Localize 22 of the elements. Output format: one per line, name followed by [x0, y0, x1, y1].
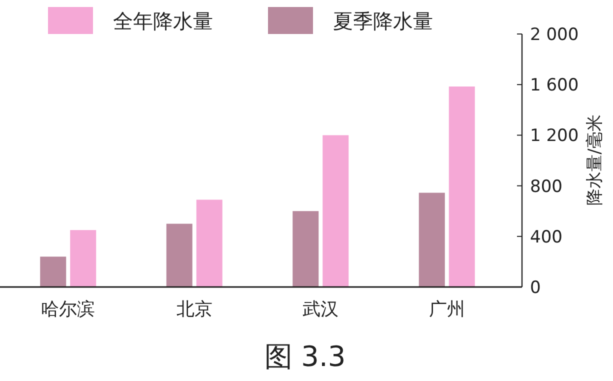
bar: [70, 230, 96, 287]
bar: [322, 135, 349, 287]
legend-label: 夏季降水量: [333, 9, 433, 33]
bar: [196, 200, 222, 287]
y-tick-label: 2 000: [530, 24, 579, 45]
y-tick-label: 1 200: [530, 126, 579, 146]
caption: 图 3.3: [264, 340, 346, 373]
y-tick-label: 1 600: [530, 76, 579, 96]
x-tick-label: 武汉: [302, 299, 339, 320]
legend-label: 全年降水量: [113, 9, 213, 33]
x-tick-label: 哈尔滨: [41, 299, 96, 320]
y-axis-title: 降水量/毫米: [585, 114, 605, 206]
x-tick-label: 广州: [428, 299, 465, 320]
bar: [292, 211, 319, 287]
bar: [418, 192, 445, 287]
bar: [40, 256, 66, 287]
y-tick-label: 800: [530, 176, 562, 197]
bar: [448, 86, 475, 287]
x-tick-label: 北京: [176, 299, 212, 320]
y-tick-label: 400: [530, 227, 562, 248]
y-tick-label: 0: [530, 278, 541, 298]
bar: [166, 224, 192, 287]
